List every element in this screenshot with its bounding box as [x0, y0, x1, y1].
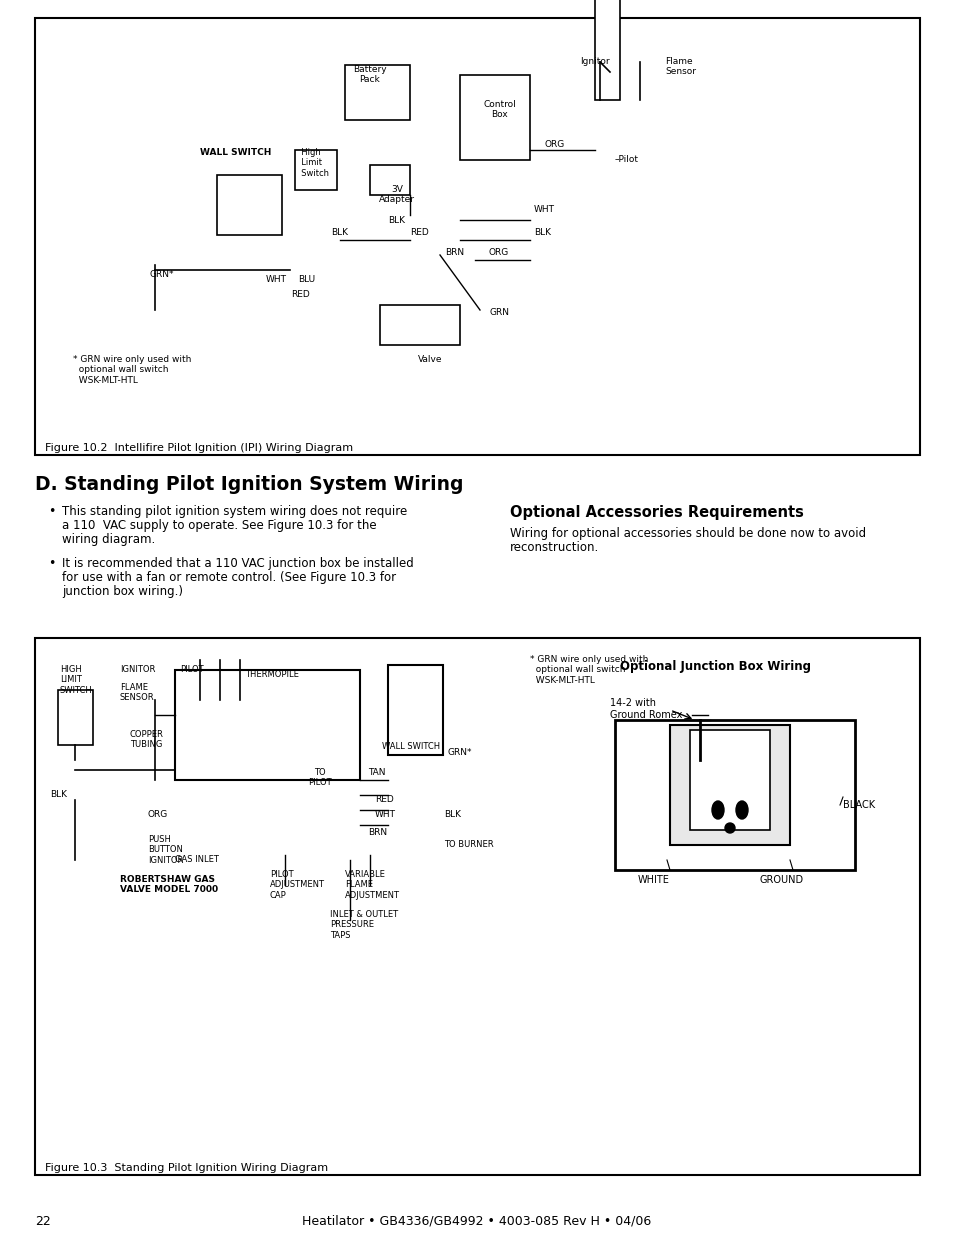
Text: RED: RED: [410, 228, 429, 237]
Text: •: •: [48, 505, 55, 517]
Bar: [35, 638, 919, 1174]
Text: GAS INLET: GAS INLET: [174, 855, 218, 864]
Text: wiring diagram.: wiring diagram.: [62, 534, 155, 546]
Text: INLET & OUTLET
PRESSURE
TAPS: INLET & OUTLET PRESSURE TAPS: [330, 910, 397, 940]
Bar: [174, 671, 359, 781]
Text: Valve: Valve: [417, 354, 442, 364]
Text: Ignitor: Ignitor: [579, 57, 609, 65]
Text: * GRN wire only used with
  optional wall switch
  WSK-MLT-HTL: * GRN wire only used with optional wall …: [73, 354, 192, 385]
Text: 22: 22: [35, 1215, 51, 1228]
Text: WALL SWITCH: WALL SWITCH: [381, 742, 439, 751]
Text: BRN: BRN: [445, 248, 464, 257]
Text: Optional Accessories Requirements: Optional Accessories Requirements: [510, 505, 803, 520]
Text: TO
PILOT: TO PILOT: [308, 768, 332, 788]
Text: GROUND: GROUND: [760, 876, 803, 885]
Bar: [459, 75, 530, 161]
Text: ORG: ORG: [489, 248, 509, 257]
Text: Control
Box: Control Box: [483, 100, 516, 120]
Text: PILOT: PILOT: [180, 664, 203, 674]
Text: ORG: ORG: [148, 810, 168, 819]
Bar: [615, 720, 854, 869]
Text: BLK: BLK: [443, 810, 460, 819]
Text: * GRN wire only used with
  optional wall switch
  WSK-MLT-HTL: * GRN wire only used with optional wall …: [530, 655, 648, 684]
Text: THERMOPILE: THERMOPILE: [245, 671, 298, 679]
Text: IGNITOR: IGNITOR: [120, 664, 155, 674]
Text: Figure 10.3  Standing Pilot Ignition Wiring Diagram: Figure 10.3 Standing Pilot Ignition Wiri…: [45, 1163, 328, 1173]
Text: Wiring for optional accessories should be done now to avoid: Wiring for optional accessories should b…: [510, 527, 865, 540]
Text: •: •: [48, 557, 55, 571]
Ellipse shape: [711, 802, 723, 819]
Text: RED: RED: [291, 290, 310, 299]
Text: This standing pilot ignition system wiring does not require: This standing pilot ignition system wiri…: [62, 505, 407, 517]
Ellipse shape: [735, 802, 747, 819]
Text: BLU: BLU: [297, 275, 314, 284]
Text: 3V
Adapter: 3V Adapter: [378, 185, 415, 205]
Bar: [595, 0, 619, 100]
Text: COPPER
TUBING: COPPER TUBING: [130, 730, 164, 750]
Text: RED: RED: [375, 795, 394, 804]
Text: BLK: BLK: [331, 228, 348, 237]
Text: VARIABLE
FLAME
ADJUSTMENT: VARIABLE FLAME ADJUSTMENT: [345, 869, 399, 900]
Bar: [294, 149, 336, 190]
Bar: [388, 664, 442, 755]
Bar: [370, 165, 410, 195]
Text: ORG: ORG: [544, 140, 565, 149]
Text: Heatilator • GB4336/GB4992 • 4003-085 Rev H • 04/06: Heatilator • GB4336/GB4992 • 4003-085 Re…: [302, 1215, 651, 1228]
Text: WHT: WHT: [266, 275, 287, 284]
Text: WHT: WHT: [375, 810, 395, 819]
Text: for use with a fan or remote control. (See Figure 10.3 for: for use with a fan or remote control. (S…: [62, 571, 395, 584]
Text: a 110  VAC supply to operate. See Figure 10.3 for the: a 110 VAC supply to operate. See Figure …: [62, 519, 376, 532]
Text: TO BURNER: TO BURNER: [443, 840, 493, 848]
Text: It is recommended that a 110 VAC junction box be installed: It is recommended that a 110 VAC junctio…: [62, 557, 414, 571]
Text: Optional Junction Box Wiring: Optional Junction Box Wiring: [619, 659, 810, 673]
Text: PILOT
ADJUSTMENT
CAP: PILOT ADJUSTMENT CAP: [270, 869, 325, 900]
Text: HIGH
LIMIT
SWITCH: HIGH LIMIT SWITCH: [60, 664, 92, 695]
Text: High
  Limit
  Switch: High Limit Switch: [295, 148, 329, 178]
Text: WHITE: WHITE: [638, 876, 669, 885]
Text: FLAME
SENSOR: FLAME SENSOR: [120, 683, 154, 703]
Text: GRN*: GRN*: [448, 748, 472, 757]
Text: Figure 10.2  Intellifire Pilot Ignition (IPI) Wiring Diagram: Figure 10.2 Intellifire Pilot Ignition (…: [45, 443, 353, 453]
Text: GRN*: GRN*: [150, 270, 174, 279]
Text: BRN: BRN: [368, 827, 387, 837]
Text: BLK: BLK: [534, 228, 551, 237]
Bar: [35, 19, 919, 454]
Text: PUSH
BUTTON
IGNITOR: PUSH BUTTON IGNITOR: [148, 835, 183, 864]
Text: WALL SWITCH: WALL SWITCH: [200, 148, 271, 157]
Text: GRN: GRN: [490, 308, 510, 317]
Bar: [58, 690, 92, 745]
Bar: [345, 65, 410, 120]
Text: BLACK: BLACK: [842, 800, 874, 810]
Text: Flame
Sensor: Flame Sensor: [664, 57, 696, 77]
Text: BLK: BLK: [50, 790, 67, 799]
Ellipse shape: [724, 823, 734, 832]
Text: BLK: BLK: [388, 216, 405, 225]
Text: Battery
Pack: Battery Pack: [353, 65, 386, 84]
Text: –Pilot: –Pilot: [615, 156, 639, 164]
Bar: [689, 730, 769, 830]
Text: ROBERTSHAW GAS
VALVE MODEL 7000: ROBERTSHAW GAS VALVE MODEL 7000: [120, 876, 218, 894]
Text: junction box wiring.): junction box wiring.): [62, 585, 183, 598]
Text: TAN: TAN: [368, 768, 385, 777]
Text: reconstruction.: reconstruction.: [510, 541, 598, 555]
Text: 14-2 with
Ground Romex: 14-2 with Ground Romex: [609, 698, 681, 720]
Text: WHT: WHT: [534, 205, 555, 214]
Bar: [669, 725, 789, 845]
Text: D. Standing Pilot Ignition System Wiring: D. Standing Pilot Ignition System Wiring: [35, 475, 463, 494]
Bar: [379, 305, 459, 345]
Bar: [216, 175, 282, 235]
